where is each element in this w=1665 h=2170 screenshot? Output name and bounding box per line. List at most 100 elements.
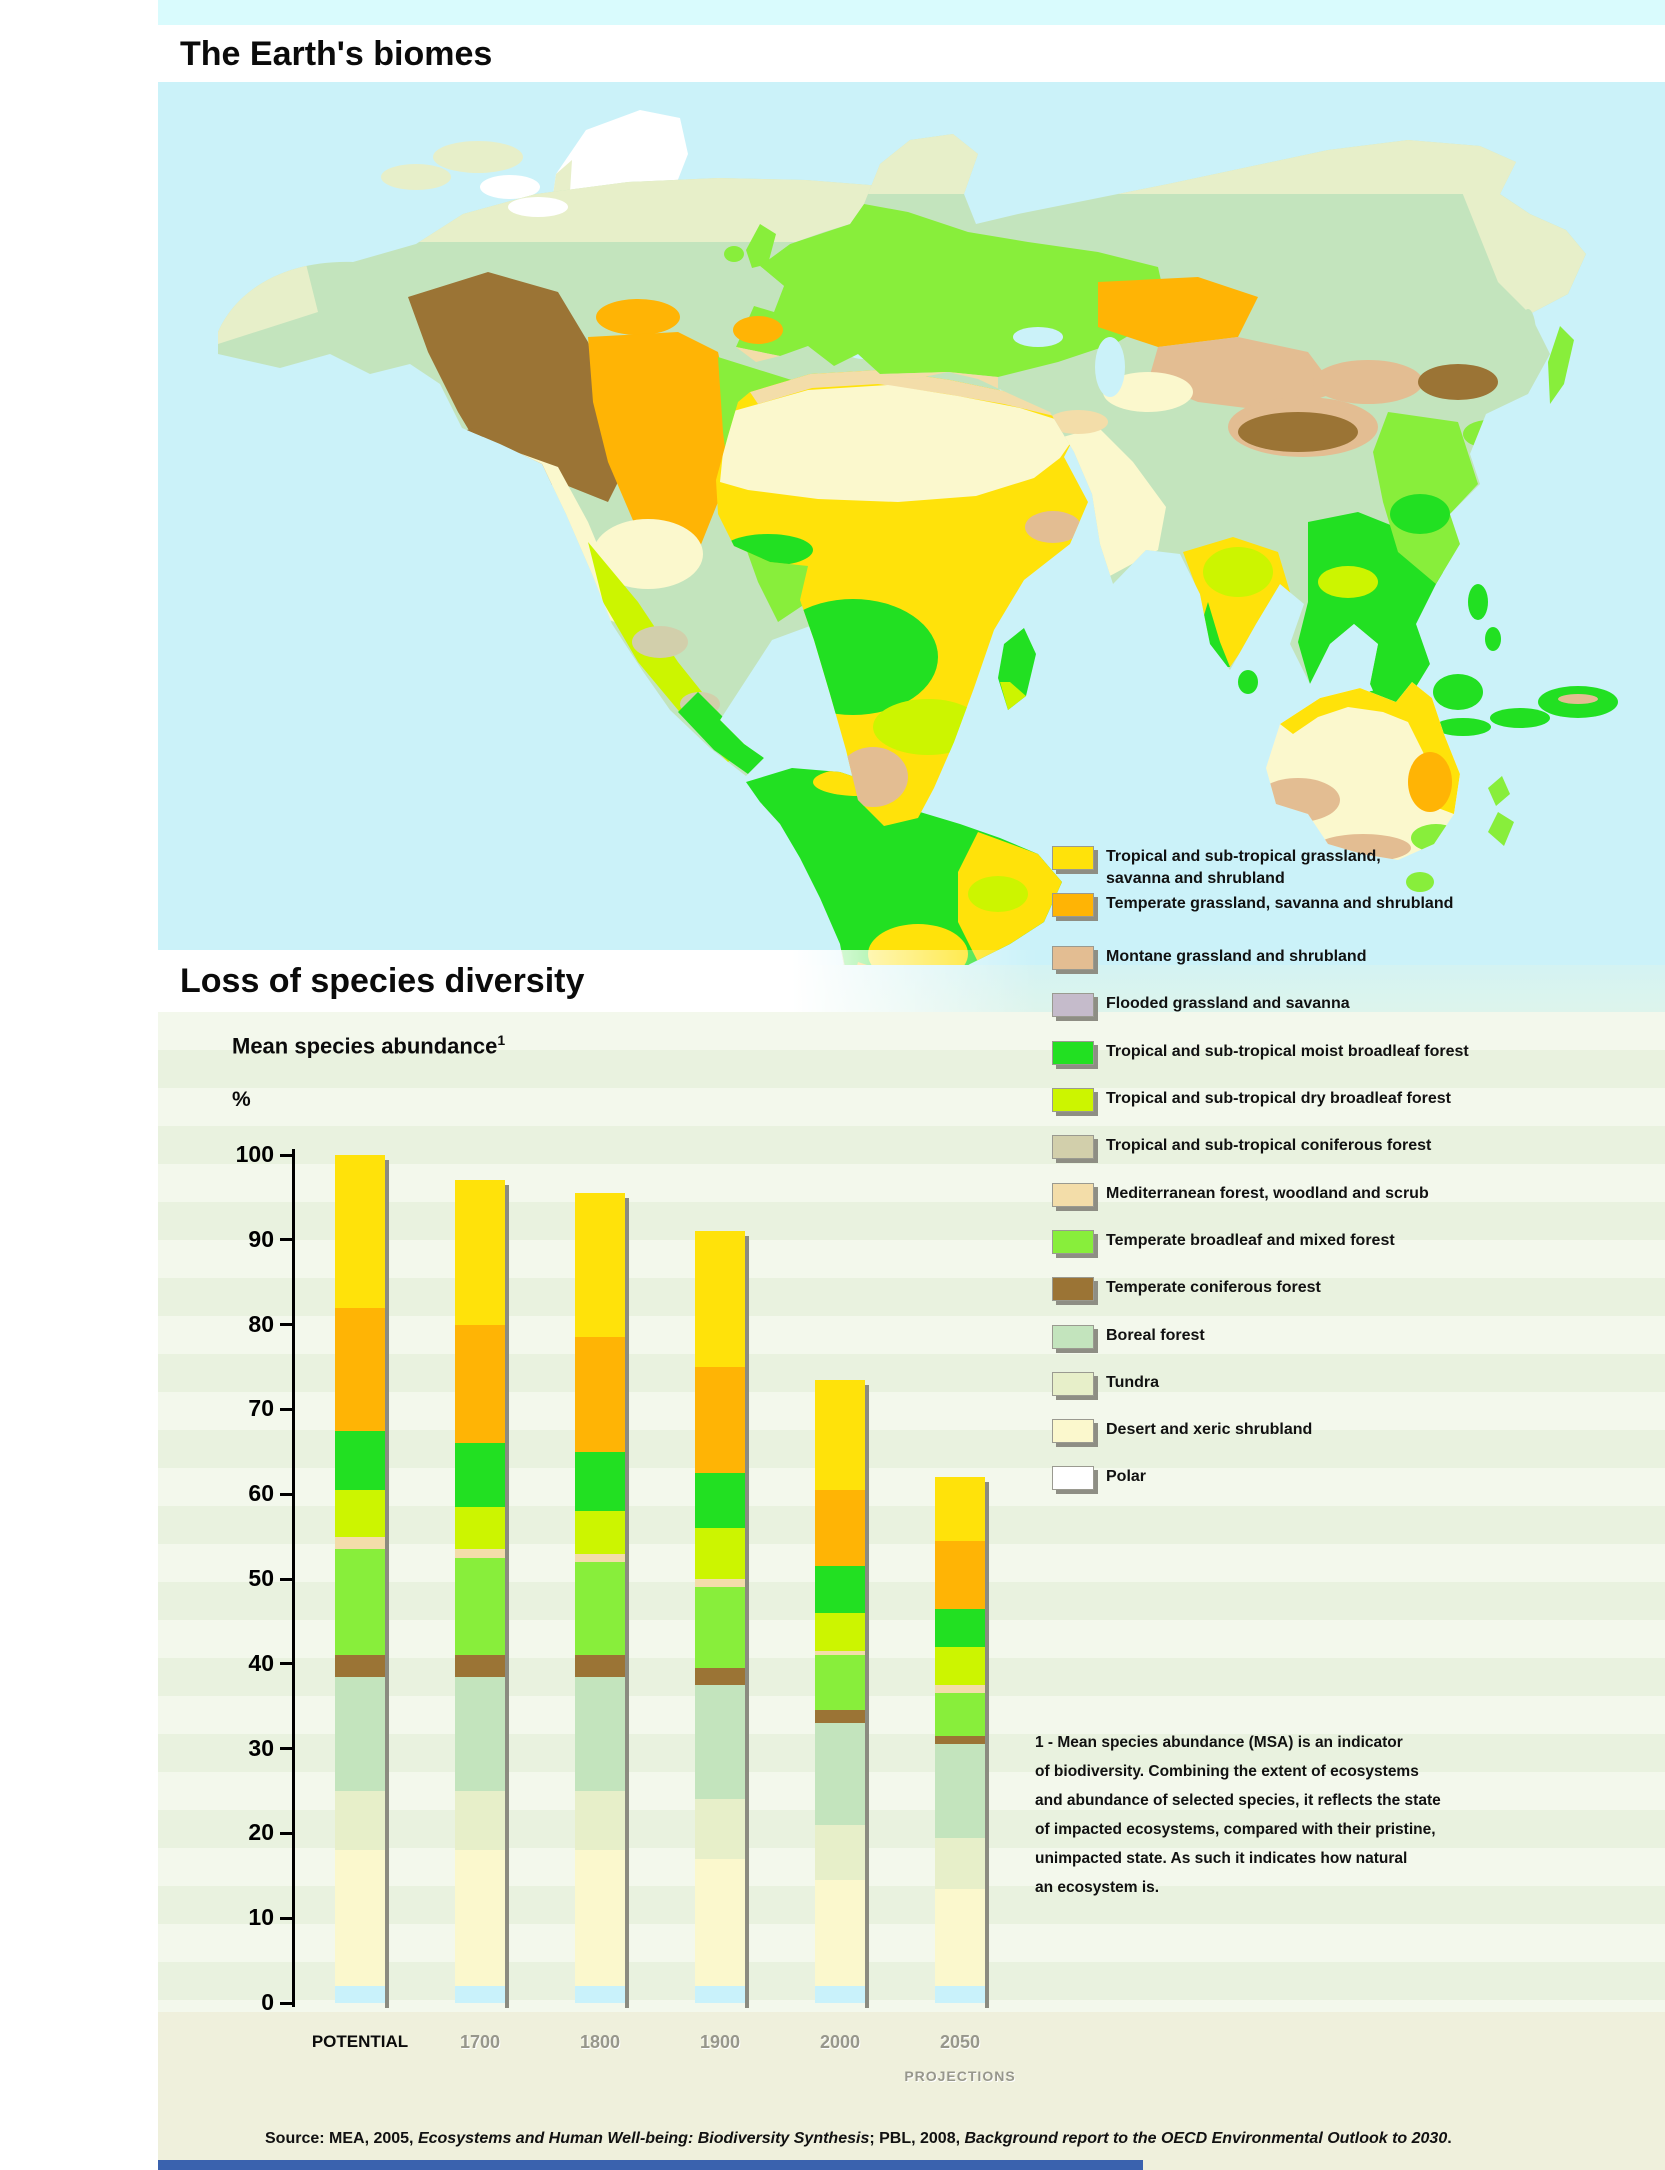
source-title-1: Ecosystems and Human Well-being: Biodive… xyxy=(417,2130,870,2147)
footnote-line: of biodiversity. Combining the extent of… xyxy=(1035,1763,1419,1780)
bar-segment-tundra xyxy=(335,1791,385,1851)
bar-segment-polar xyxy=(335,1986,385,2003)
bar-segment-boreal xyxy=(335,1676,385,1791)
y-tick-label: 100 xyxy=(235,1141,274,1167)
legend-label: Temperate broadleaf and mixed forest xyxy=(1106,1232,1395,1249)
bar-segment-trop_moist xyxy=(575,1451,625,1512)
y-tick xyxy=(280,1323,292,1327)
footnote-line: an ecosystem is. xyxy=(1035,1879,1160,1896)
legend-label: Montane grassland and shrubland xyxy=(1106,948,1367,965)
y-tick-label: 90 xyxy=(248,1225,274,1252)
bar-segment-polar xyxy=(575,1986,625,2003)
y-tick xyxy=(280,1662,292,1666)
bar-segment-trop_grassland xyxy=(695,1231,745,1367)
legend-label: Tropical and sub-tropical moist broadlea… xyxy=(1106,1043,1469,1060)
y-tick xyxy=(280,1916,292,1920)
bar-segment-temp_broadleaf xyxy=(335,1549,385,1656)
legend-label: Desert and xeric shrubland xyxy=(1106,1421,1313,1438)
chart-heading-footnote-mark: 1 xyxy=(497,1032,506,1048)
bar-segment-desert xyxy=(695,1858,745,1987)
chart-heading: Mean species abundance1 xyxy=(232,1032,505,1059)
content-area: The Earth's biomes xyxy=(158,0,1665,2170)
bar-segment-tundra xyxy=(935,1837,985,1889)
bar-segment-trop_moist xyxy=(695,1473,745,1529)
source-title-2: Background report to the OECD Environmen… xyxy=(964,2130,1448,2147)
bar-segment-mediterranean xyxy=(695,1579,745,1588)
bar-segment-temp_conifer xyxy=(815,1710,865,1724)
bar-segment-desert xyxy=(815,1880,865,1987)
y-tick-label: 60 xyxy=(248,1480,274,1507)
source-mid: ; PBL, 2008, xyxy=(869,2130,965,2147)
bar-segment-tundra xyxy=(575,1791,625,1851)
bar-segment-temp_grassland xyxy=(335,1307,385,1431)
legend-label: Tropical and sub-tropical grassland, sava… xyxy=(1106,848,1381,887)
bar-segment-desert xyxy=(335,1850,385,1987)
bottom-beige-band xyxy=(158,2012,1665,2170)
y-tick xyxy=(280,1831,292,1835)
bar-shadow xyxy=(745,1236,749,2008)
y-tick-label: 40 xyxy=(248,1649,274,1676)
x-axis-label-2000: 2000 xyxy=(819,2032,861,2052)
legend-swatch-trop_grassland xyxy=(1052,846,1094,870)
legend-label: Polar xyxy=(1106,1468,1147,1485)
bar-segment-trop_dry xyxy=(335,1489,385,1537)
bar-segment-desert xyxy=(575,1850,625,1987)
legend-label: Mediterranean forest, woodland and scrub xyxy=(1106,1185,1429,1202)
legend-swatch-desert xyxy=(1052,1419,1094,1443)
y-tick xyxy=(280,1492,292,1496)
bar-segment-boreal xyxy=(455,1676,505,1791)
chart-heading-text: Mean species abundance xyxy=(232,1033,498,1059)
bar-segment-polar xyxy=(695,1986,745,2003)
bar-segment-mediterranean xyxy=(455,1549,505,1558)
y-tick xyxy=(280,1238,292,1242)
y-tick-label: 20 xyxy=(248,1819,274,1846)
legend-label: Flooded grassland and savanna xyxy=(1106,995,1350,1012)
bar-segment-mediterranean xyxy=(335,1536,385,1550)
legend-swatch-temp_grassland xyxy=(1052,893,1094,917)
source-line: Source: MEA, 2005, Ecosystems and Human … xyxy=(265,2130,1625,2148)
legend-label: Tundra xyxy=(1106,1374,1160,1391)
bar-segment-trop_dry xyxy=(575,1511,625,1554)
page-title-map: The Earth's biomes xyxy=(180,35,493,73)
legend-label: Boreal forest xyxy=(1106,1327,1205,1344)
bar-segment-boreal xyxy=(935,1744,985,1838)
footnote-line: and abundance of selected species, it re… xyxy=(1035,1792,1441,1809)
bar-segment-temp_grassland xyxy=(815,1489,865,1567)
source-prefix: Source: MEA, 2005, xyxy=(265,2130,418,2147)
bar-segment-trop_dry xyxy=(935,1646,985,1685)
footnote-line: unimpacted state. As such it indicates h… xyxy=(1035,1850,1408,1867)
y-tick-label: 30 xyxy=(248,1734,274,1761)
x-axis-label-1700: 1700 xyxy=(459,2032,501,2052)
legend-swatch-montane xyxy=(1052,946,1094,970)
legend-label: Tropical and sub-tropical coniferous for… xyxy=(1106,1137,1432,1154)
bar-segment-trop_grassland xyxy=(935,1477,985,1541)
top-cyan-band xyxy=(158,0,1665,25)
bar-segment-temp_conifer xyxy=(575,1655,625,1677)
bar-segment-trop_dry xyxy=(815,1612,865,1652)
map-africa xyxy=(716,370,1088,826)
bar-segment-boreal xyxy=(575,1676,625,1791)
bar-segment-trop_moist xyxy=(455,1443,505,1507)
bar-segment-trop_moist xyxy=(335,1430,385,1490)
y-tick-label: 10 xyxy=(248,1904,274,1931)
bar-segment-temp_conifer xyxy=(335,1655,385,1677)
bar-shadow xyxy=(625,1198,629,2008)
legend-swatch-trop_moist xyxy=(1052,1041,1094,1065)
map-area xyxy=(158,82,1665,1012)
world-biome-map xyxy=(158,82,1665,965)
y-axis xyxy=(292,1149,295,2007)
bar-segment-temp_broadleaf xyxy=(815,1655,865,1711)
bar-segment-temp_broadleaf xyxy=(455,1557,505,1656)
bar-segment-temp_grassland xyxy=(695,1367,745,1473)
y-tick-label: 0 xyxy=(261,1989,274,2015)
bar-shadow xyxy=(985,1482,989,2008)
y-tick-label: 80 xyxy=(248,1310,274,1337)
bar-shadow xyxy=(385,1160,389,2008)
legend-swatch-boreal xyxy=(1052,1325,1094,1349)
projections-label: PROJECTIONS xyxy=(904,2068,1016,2084)
chart-unit-label: % xyxy=(232,1088,251,1111)
bar-segment-temp_broadleaf xyxy=(575,1562,625,1656)
bar-segment-trop_grassland xyxy=(815,1379,865,1490)
footnote-line: 1 - Mean species abundance (MSA) is an i… xyxy=(1035,1734,1403,1751)
